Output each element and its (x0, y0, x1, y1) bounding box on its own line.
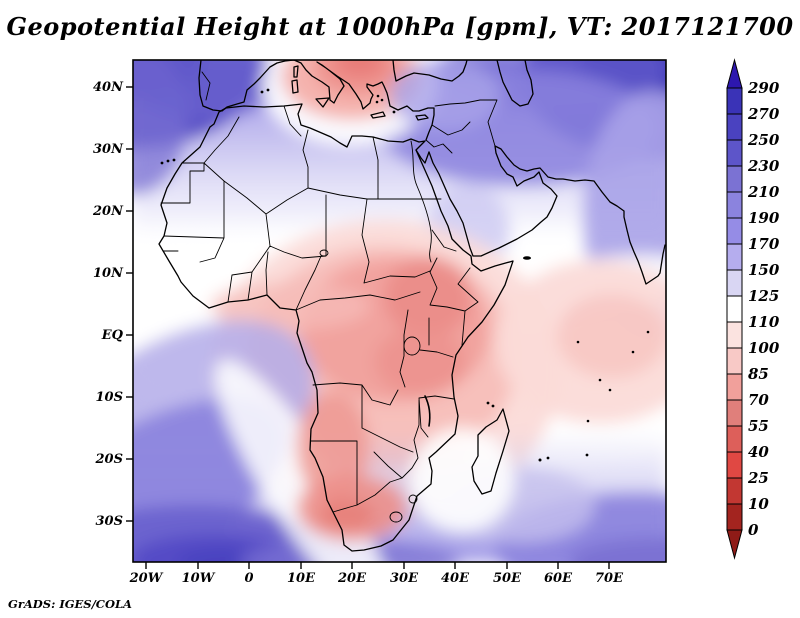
colorbar-label: 190 (748, 209, 780, 227)
colorbar-label: 230 (747, 157, 780, 175)
x-tick-label: 70E (595, 571, 624, 586)
colorbar-segment (726, 295, 743, 323)
x-tick-label: 50E (493, 571, 522, 586)
colorbar-label: 170 (748, 235, 780, 253)
sicily-outline (315, 97, 330, 108)
colorbar-segment (726, 165, 743, 193)
colorbar-arrow-top (726, 58, 743, 89)
x-tick-label: 20W (129, 571, 164, 586)
arabia-india-coastline (428, 145, 666, 285)
plot-title: Geopotential Height at 1000hPa [gpm], VT… (6, 12, 794, 41)
colorbar-segment (726, 347, 743, 375)
y-tick-label: 10N (93, 266, 124, 281)
colorbar-label: 25 (747, 469, 769, 487)
colorbar-segment (726, 451, 743, 479)
colorbar-segment (726, 477, 743, 505)
colorbar-label: 100 (748, 339, 780, 357)
lesotho-border (389, 511, 403, 523)
colorbar-segment (726, 269, 743, 297)
y-axis: 40N 30N 20N 10N EQ 10S 20S 30S (92, 80, 133, 529)
colorbar-segment (726, 191, 743, 219)
colorbar-label: 55 (748, 417, 769, 435)
lake-chad (319, 249, 329, 257)
y-tick-label: EQ (101, 328, 124, 343)
x-axis: 20W 10W 0 10E 20E 30E 40E 50E 60E 70E (129, 562, 624, 586)
colorbar-label: 210 (747, 183, 780, 201)
colorbar-segment (726, 217, 743, 245)
x-tick-label: 0 (244, 571, 253, 586)
colorbar-label: 0 (748, 521, 759, 539)
coastlines (158, 60, 666, 552)
lake-malawi (424, 395, 431, 427)
caspian-sea-coastline (496, 60, 534, 107)
y-tick-label: 30N (93, 142, 124, 157)
small-islands (160, 88, 650, 462)
colorbar-arrow-bottom (726, 529, 743, 560)
swaziland-border (408, 494, 418, 504)
colorbar-segment (726, 503, 743, 531)
madagascar-coastline (471, 408, 510, 495)
socotra-island (523, 256, 531, 260)
x-tick-label: 10E (287, 571, 316, 586)
colorbar-segment (726, 113, 743, 141)
crete-outline (370, 111, 386, 119)
colorbar-label: 125 (748, 287, 779, 305)
colorbar-label: 40 (748, 443, 769, 461)
x-tick-label: 40E (441, 571, 470, 586)
country-borders (160, 71, 498, 523)
colorbar-label: 110 (748, 313, 780, 331)
y-tick-label: 20N (92, 204, 124, 219)
y-tick-label: 40N (93, 80, 124, 95)
colorbar-label: 150 (748, 261, 780, 279)
sinai-coastline (415, 149, 430, 164)
colorbar-segment (726, 425, 743, 453)
colorbar-segment (726, 243, 743, 271)
cyprus-outline (415, 114, 429, 121)
lakes-rivers (319, 140, 432, 427)
nile-river (410, 140, 432, 263)
colorbar-label: 290 (747, 79, 780, 97)
corsica-outline (293, 65, 299, 78)
y-tick-label: 10S (96, 390, 123, 405)
colorbar-label: 85 (748, 365, 769, 383)
colorbar: 290 270 250 230 210 190 170 150 125 110 … (726, 58, 780, 560)
lake-victoria (403, 336, 421, 356)
x-tick-label: 20E (337, 571, 367, 586)
sardinia-outline (291, 79, 299, 94)
grads-stamp: GrADS: IGES/COLA (8, 597, 132, 611)
x-tick-label: 10W (182, 571, 216, 586)
colorbar-segment (726, 399, 743, 427)
colorbar-segment (726, 321, 743, 349)
x-tick-label: 60E (544, 571, 573, 586)
africa-coastline (158, 103, 514, 552)
mediterranean-europe-coastline (198, 60, 435, 141)
y-tick-label: 20S (95, 452, 123, 467)
y-tick-label: 30S (96, 514, 123, 529)
colorbar-label: 10 (748, 495, 769, 513)
colorbar-label: 250 (747, 131, 780, 149)
plot-frame (132, 59, 667, 563)
colorbar-segment (726, 87, 743, 115)
colorbar-segment (726, 373, 743, 401)
black-sea-coastline (392, 60, 468, 82)
colorbar-segment (726, 139, 743, 167)
colorbar-label: 270 (747, 105, 780, 123)
x-tick-label: 30E (390, 571, 419, 586)
colorbar-label: 70 (748, 391, 769, 409)
